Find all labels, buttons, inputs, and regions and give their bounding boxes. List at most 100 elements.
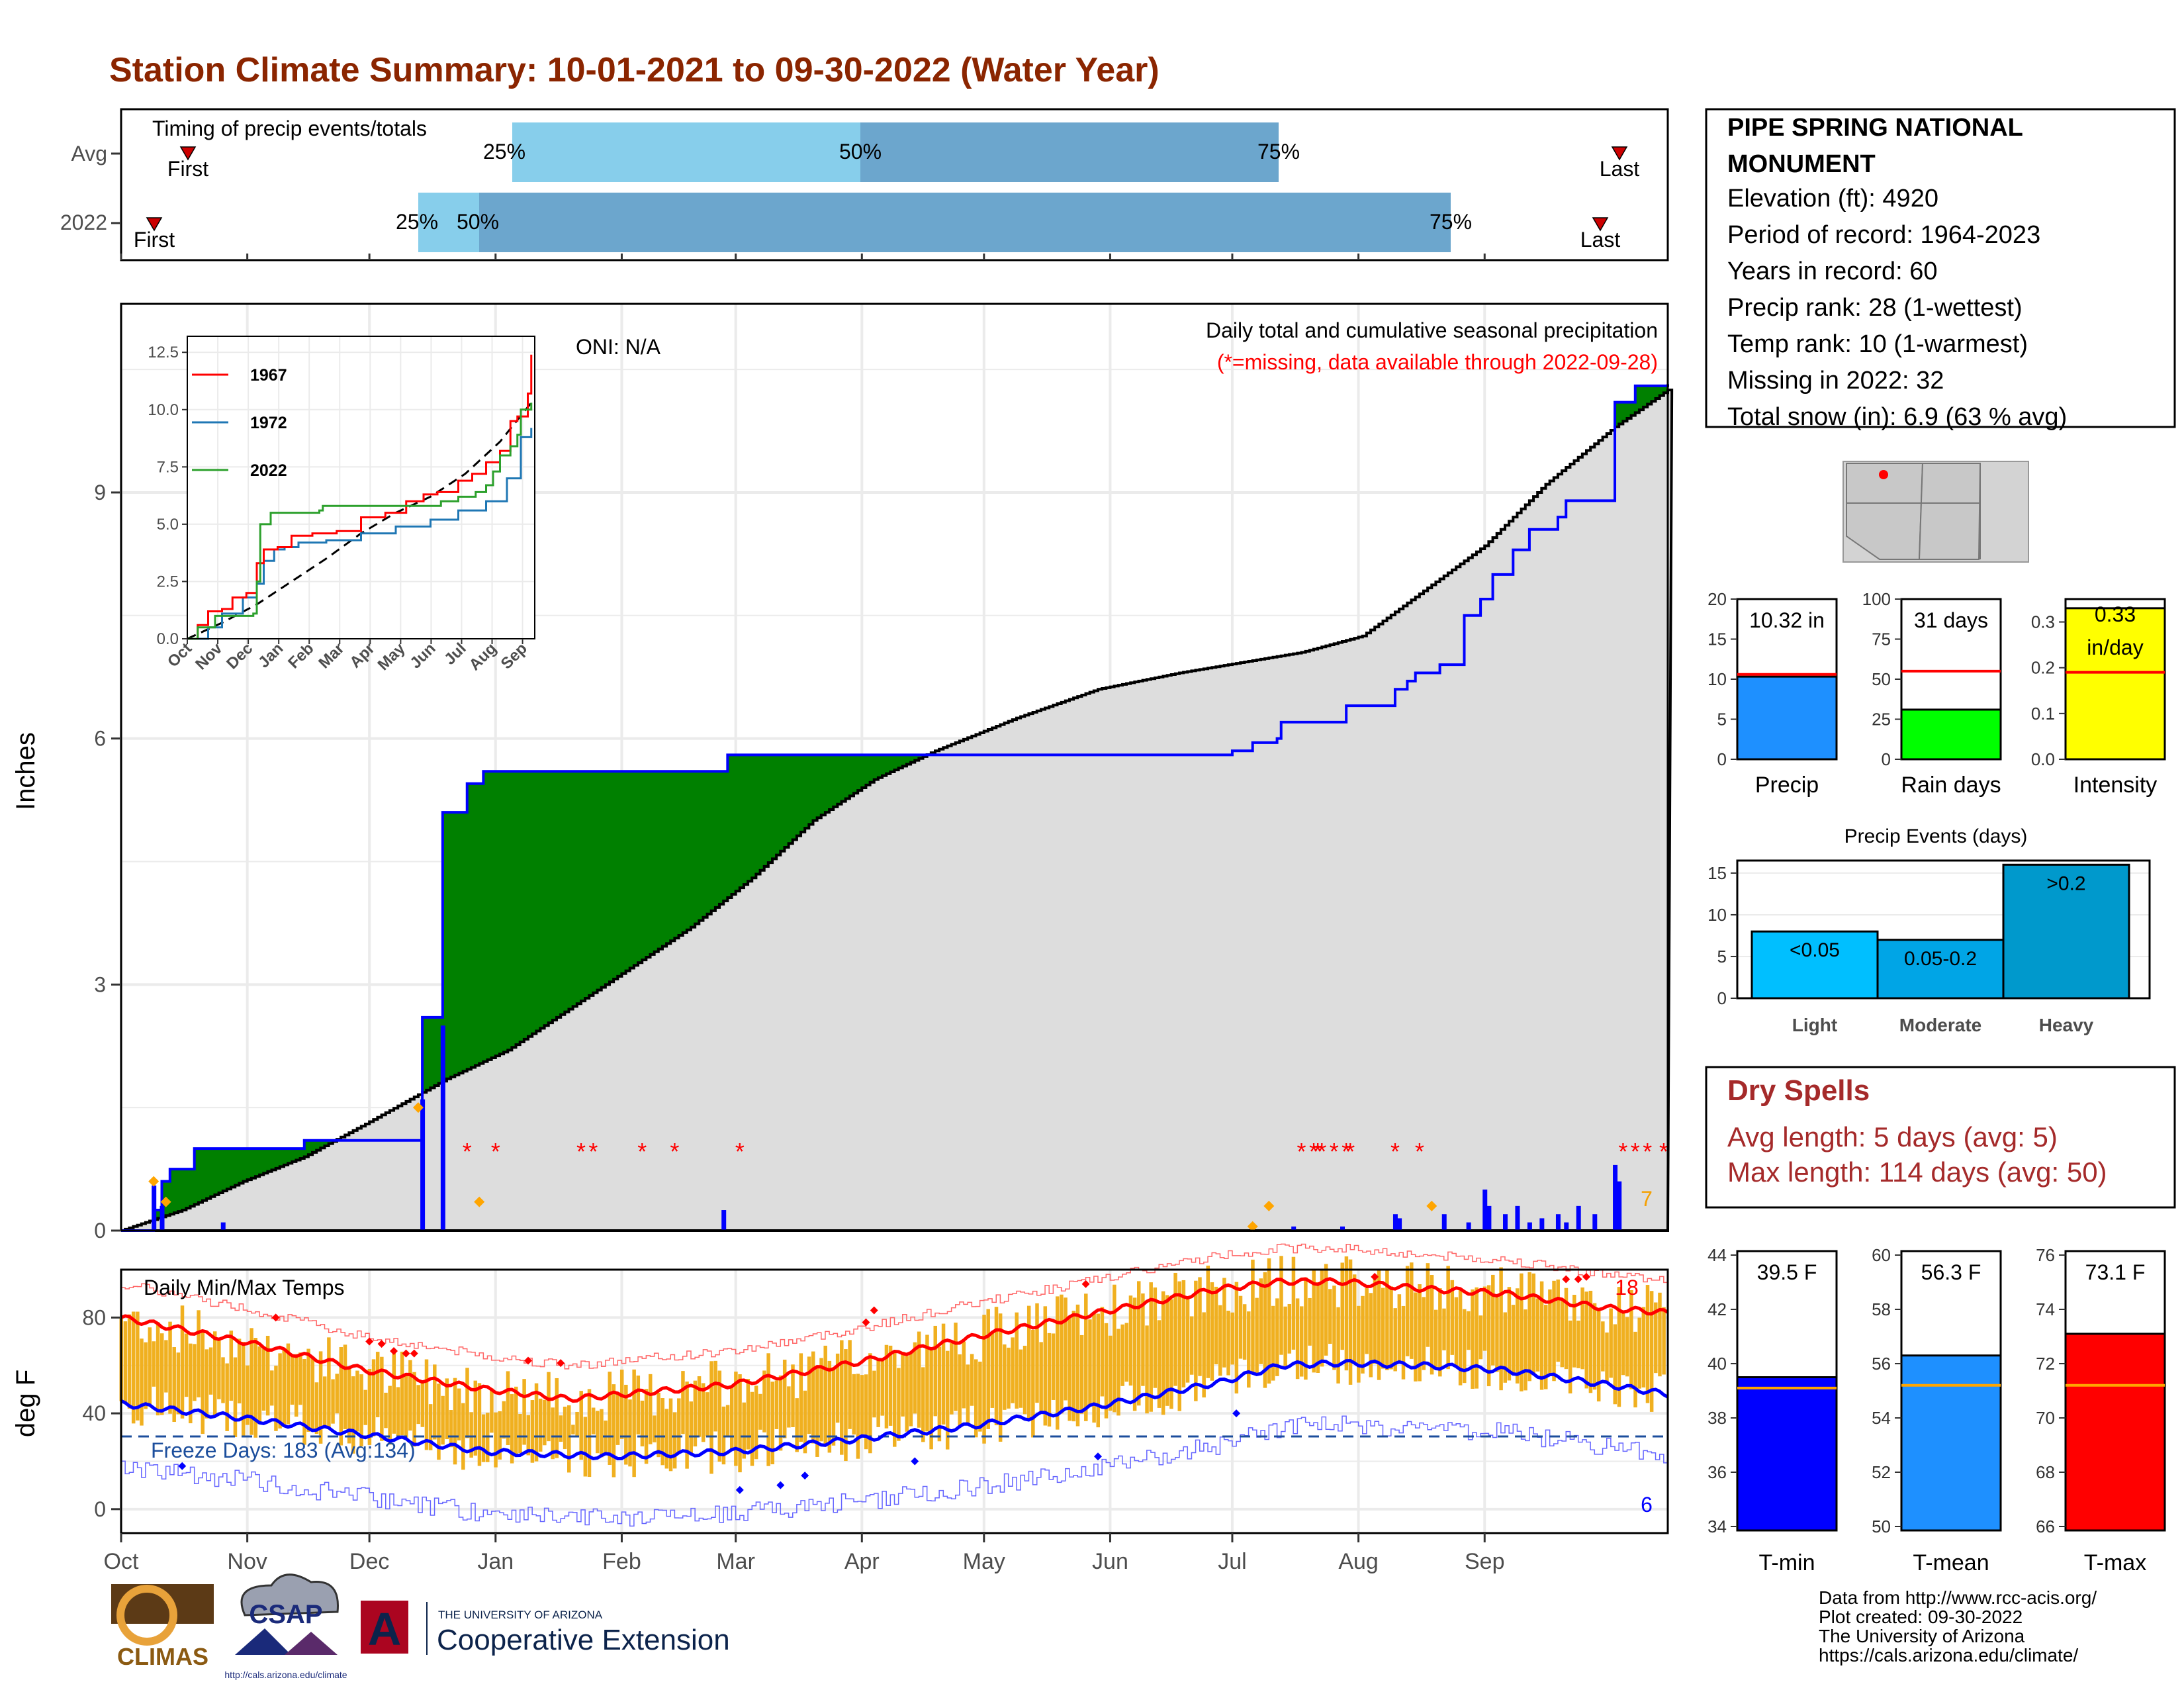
daily-temp-bar [587,1389,592,1477]
daily-temp-bar [1617,1287,1621,1407]
record-high-marker [402,1349,410,1358]
missing-day-marker: * [1313,1138,1322,1165]
temp-box-ytick-label: 40 [1707,1354,1727,1374]
daily-precip-bar [1527,1222,1532,1231]
temp-box-value: 73.1 F [2085,1260,2146,1284]
daily-temp-bar [1145,1325,1149,1414]
daily-precip-bar [1555,1214,1561,1231]
timing-row-2022-label: 2022 [60,211,107,234]
daily-temp-bar [1198,1277,1202,1376]
daily-temp-bar [1300,1306,1304,1377]
missing-day-marker: * [1345,1138,1355,1165]
daily-temp-bar [1113,1284,1116,1413]
daily-temp-bar [469,1412,473,1458]
daily-temp-bar [1467,1311,1471,1350]
daily-temp-bar [632,1369,636,1477]
precip-ylabel: Inches [11,732,40,810]
daily-temp-bar [1238,1295,1243,1359]
summary-box-xlabel: Precip [1755,773,1819,798]
daily-temp-bar [160,1333,164,1415]
daily-temp-bar [600,1409,604,1458]
daily-temp-bar [941,1323,946,1425]
csap-logo-mountain-2 [285,1632,338,1655]
daily-temp-bar [653,1415,657,1442]
daily-temp-bar [1026,1305,1031,1419]
temp-box-ytick-label: 38 [1707,1408,1727,1428]
month-label: Aug [1338,1549,1379,1574]
daily-precip-bar [1340,1226,1345,1231]
csap-logo-text: CSAP [249,1600,322,1629]
footer-line-2: Plot created: 09-30-2022 [1819,1607,2023,1627]
daily-temp-bar [1068,1317,1071,1421]
event-marker [1263,1200,1275,1211]
daily-temp-bar [164,1340,168,1393]
daily-temp-bar [803,1390,807,1454]
month-label: Sep [1465,1549,1505,1574]
daily-temp-bar [1463,1309,1467,1383]
daily-temp-bar [518,1413,522,1454]
daily-temp-bar [811,1351,815,1444]
inset-ytick-label: 10.0 [148,401,179,419]
daily-temp-bar [913,1342,917,1414]
climas-logo[interactable]: CLIMAS [111,1584,214,1670]
average-max-line [120,1277,1669,1403]
daily-temp-bar [1605,1332,1609,1383]
daily-temp-bar [302,1359,306,1445]
daily-temp-bar [1471,1289,1475,1389]
daily-temp-bar [176,1352,181,1415]
daily-temp-bar [375,1352,380,1418]
daily-temp-bar [1348,1259,1353,1385]
daily-temp-bar [1507,1287,1512,1381]
inset-ytick-label: 7.5 [157,458,179,476]
daily-temp-bar [1120,1324,1124,1386]
missing-day-marker: * [637,1138,647,1165]
daily-temp-bar [640,1400,645,1447]
daily-temp-bar [477,1383,482,1466]
ua-extension-logo[interactable]: A THE UNIVERSITY OF ARIZONA Cooperative … [361,1601,730,1656]
temp-box-xlabel: T-min [1759,1550,1815,1575]
daily-temp-bar [1645,1285,1650,1403]
daily-temp-bar [1405,1266,1410,1356]
record-low-line [121,1415,1668,1527]
daily-temp-bar [1458,1288,1463,1385]
daily-temp-bar [1096,1313,1100,1428]
daily-temp-bar [189,1343,193,1424]
daily-temp-bar [1153,1287,1158,1388]
events-bar-label: 0.05-0.2 [1904,948,1977,970]
daily-temp-bar [265,1335,270,1416]
temp-box-bar [1736,1376,1838,1532]
month-label: Apr [844,1549,880,1574]
daily-temp-bar [917,1331,921,1428]
daily-temp-bar [1291,1256,1296,1350]
daily-temp-bar [534,1383,539,1462]
month-label: Jun [1092,1549,1128,1574]
csap-logo[interactable]: CSAP http://cals.arizona.edu/climate [224,1573,347,1680]
record-high-marker [271,1313,280,1322]
daily-temp-bar [1116,1329,1120,1416]
daily-temp-bar [608,1372,612,1466]
record-low-marker [178,1462,187,1470]
daily-temp-bar [221,1357,225,1403]
event-marker [1247,1221,1258,1232]
daily-temp-bar [314,1382,319,1434]
daily-temp-bar [1255,1297,1259,1376]
precip-ytick-label: 0 [94,1219,106,1243]
daily-temp-bar [909,1352,913,1427]
station-info-frame [1705,108,2176,428]
daily-temp-bar [1503,1312,1507,1383]
timing-2022-last-label: Last [1580,228,1621,252]
daily-temp-bar [1088,1319,1092,1406]
month-label: Nov [227,1549,267,1574]
ua-logo-block [361,1601,408,1654]
daily-temp-bar [615,1394,620,1445]
daily-temp-bar [250,1328,253,1435]
daily-temp-bar [1064,1297,1068,1401]
precip-ytick-label: 3 [94,972,106,996]
dry-spells-avg: Avg length: 5 days (avg: 5) [1727,1121,2058,1152]
daily-temp-bar [1295,1298,1300,1380]
daily-temp-bar [840,1340,844,1455]
station-info-line: Total snow (in): 6.9 (63 % avg) [1727,403,2067,431]
daily-temp-bar [547,1372,551,1442]
daily-temp-bar [1137,1281,1141,1406]
daily-temp-bar [1079,1335,1084,1414]
